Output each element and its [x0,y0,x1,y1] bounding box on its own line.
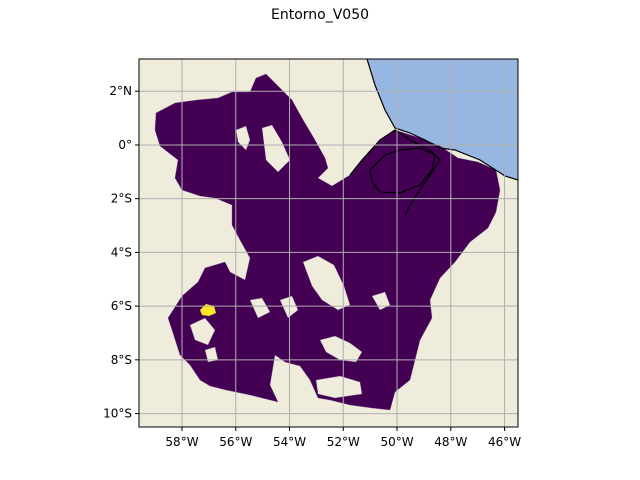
ocean-area [367,59,518,180]
x-axis-ticks: 58°W 56°W 54°W 52°W 50°W 48°W 46°W [165,427,521,449]
gridlines [139,59,518,427]
axes-frame [138,58,519,428]
coastline [366,59,518,181]
highlighted-municipality [200,304,216,316]
coastline-estuary [349,129,441,216]
x-tick-label: 56°W [219,435,252,449]
x-tick-label: 46°W [488,435,521,449]
x-tick-label: 48°W [434,435,467,449]
x-tick-label: 52°W [327,435,360,449]
x-tick-label: 58°W [165,435,198,449]
figure-title: Entorno_V050 [270,7,370,23]
y-tick-label: 6°S [111,299,132,313]
y-tick-label: 2°N [109,84,132,98]
y-tick-label: 10°S [103,407,132,421]
x-tick-label: 54°W [273,435,306,449]
y-tick-label: 0° [118,138,132,152]
y-tick-label: 8°S [111,353,132,367]
x-tick-label: 50°W [380,435,413,449]
marajo-island-outline [369,147,436,194]
y-axis-ticks: 2°N 0° 2°S 4°S 6°S 8°S 10°S [103,84,139,421]
y-tick-label: 2°S [111,192,132,206]
y-tick-label: 4°S [111,245,132,259]
